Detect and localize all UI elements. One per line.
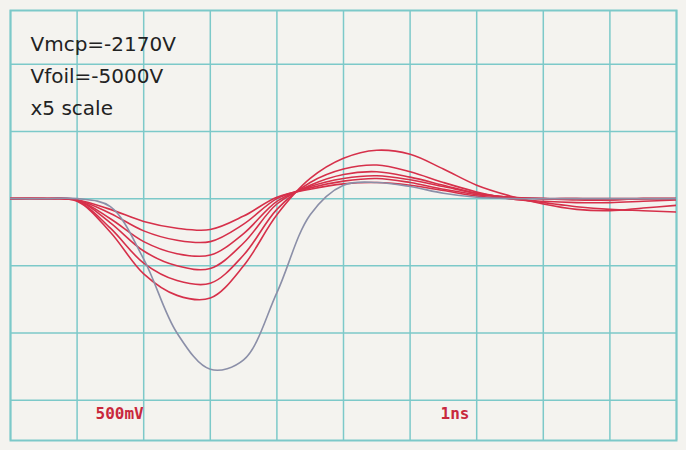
svg-text:x5 scale: x5 scale <box>31 96 113 120</box>
svg-text:1ns: 1ns <box>441 404 470 423</box>
svg-text:500mV: 500mV <box>96 404 145 423</box>
svg-text:Vfoil=-5000V: Vfoil=-5000V <box>31 64 164 88</box>
svg-text:Vmcp=-2170V: Vmcp=-2170V <box>31 32 177 56</box>
